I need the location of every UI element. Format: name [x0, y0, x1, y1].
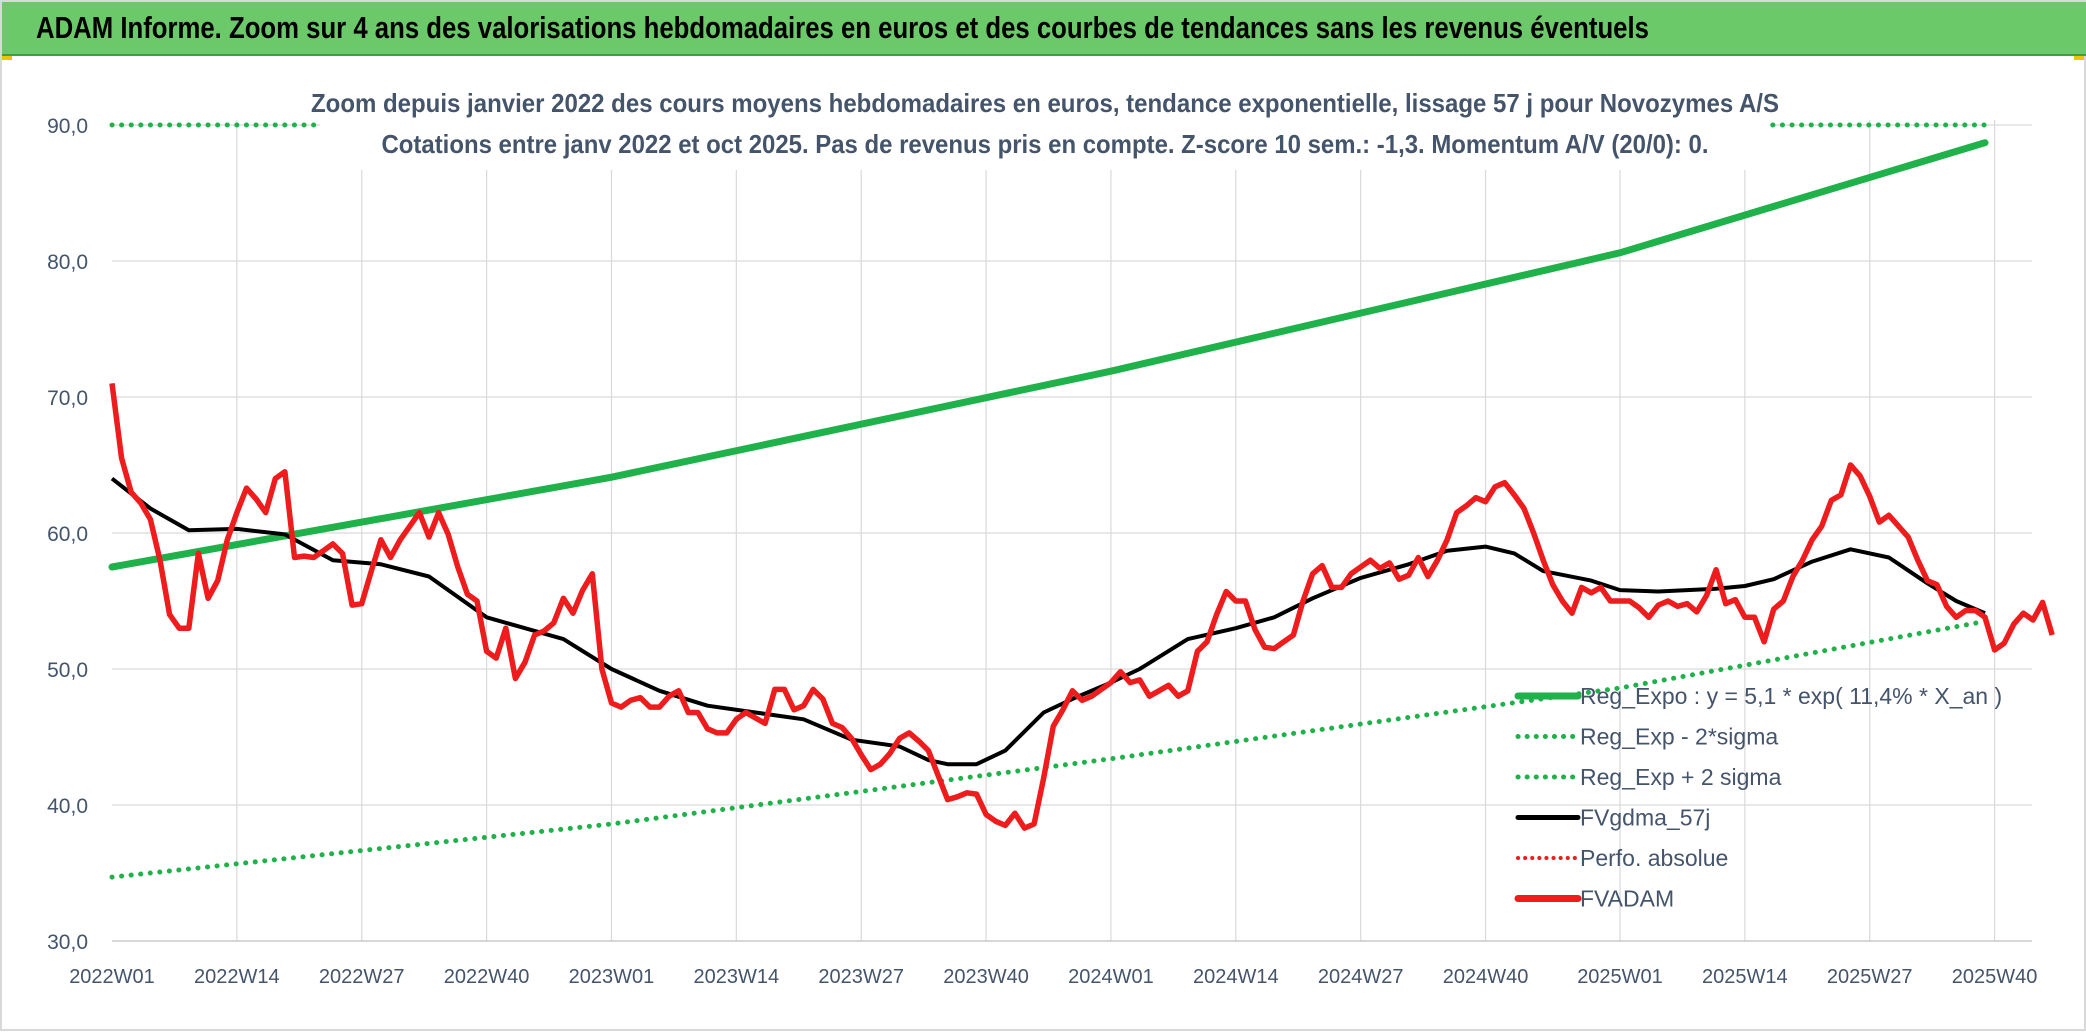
series-fvadam — [109, 383, 2055, 831]
title-bar: ADAM Informe. Zoom sur 4 ans des valoris… — [2, 2, 2086, 56]
legend-label-reg_expo: Reg_Expo : y = 5,1 * exp( 11,4% * X_an ) — [1580, 683, 2002, 709]
legend-label-reg_minus: Reg_Exp - 2*sigma — [1580, 724, 1778, 750]
chart-title: Zoom depuis janvier 2022 des cours moyen… — [311, 80, 1779, 170]
x-tick-label: 2022W01 — [69, 966, 155, 988]
legend-label-reg_plus: Reg_Exp + 2 sigma — [1580, 764, 1782, 790]
legend-label-fvadam: FVADAM — [1580, 886, 1674, 912]
y-tick-label: 30,0 — [47, 931, 88, 954]
gridlines — [112, 120, 2032, 942]
y-tick-label: 90,0 — [47, 115, 88, 138]
y-tick-label: 40,0 — [47, 795, 88, 818]
chart-title-line2: Cotations entre janv 2022 et oct 2025. P… — [382, 129, 1709, 159]
legend-label-fvgdma: FVgdma_57j — [1580, 805, 1710, 831]
y-tick-label: 60,0 — [47, 523, 88, 546]
x-tick-label: 2025W27 — [1827, 966, 1913, 988]
corner-accent-right — [2074, 56, 2084, 60]
title-background — [320, 80, 1770, 170]
x-tick-label: 2025W01 — [1577, 966, 1663, 988]
series — [108, 139, 2055, 831]
axes: 30,0 40,0 50,0 60,0 70,0 80,0 90,0 2022W01 2022W… — [47, 115, 2037, 988]
x-tick-label: 2022W14 — [194, 966, 280, 988]
x-tick-label: 2023W27 — [818, 966, 904, 988]
y-tick-label: 50,0 — [47, 659, 88, 682]
x-tick-label: 2024W01 — [1068, 966, 1154, 988]
legend-label-perfo: Perfo. absolue — [1580, 845, 1728, 871]
corner-accent-left — [2, 56, 12, 60]
series-reg-expo — [108, 139, 1989, 571]
x-tick-label: 2022W40 — [444, 966, 530, 988]
series-fvgdma-57j — [110, 477, 1986, 767]
x-tick-label: 2024W14 — [1193, 966, 1279, 988]
chart-title-line1: Zoom depuis janvier 2022 des cours moyen… — [311, 88, 1779, 118]
x-tick-label: 2023W14 — [694, 966, 780, 988]
x-tick-label: 2025W14 — [1702, 966, 1788, 988]
sigma-bands — [109, 122, 1988, 880]
x-tick-label: 2025W40 — [1952, 966, 2038, 988]
x-tick-label: 2023W40 — [943, 966, 1029, 988]
x-tick-label: 2023W01 — [569, 966, 655, 988]
x-tick-label: 2022W27 — [319, 966, 405, 988]
x-tick-label: 2024W40 — [1443, 966, 1529, 988]
y-tick-label: 80,0 — [47, 251, 88, 274]
legend: Reg_Expo : y = 5,1 * exp( 11,4% * X_an )… — [1514, 683, 2002, 912]
x-tick-label: 2024W27 — [1318, 966, 1404, 988]
page-title: ADAM Informe. Zoom sur 4 ans des valoris… — [36, 10, 1649, 45]
series-reg-minus-2sigma — [109, 618, 1988, 880]
y-tick-label: 70,0 — [47, 387, 88, 410]
